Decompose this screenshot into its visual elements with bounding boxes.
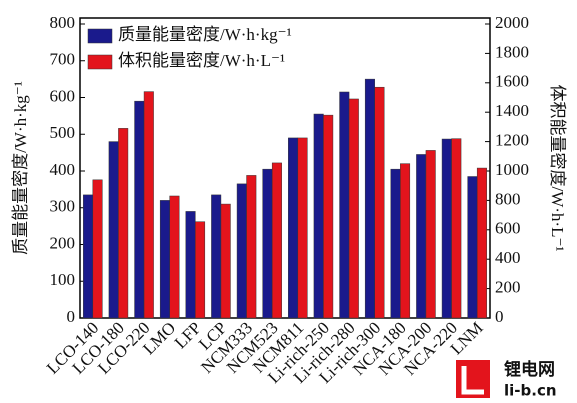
y2-tick-label: 200 (495, 278, 521, 297)
bar (416, 154, 427, 319)
watermark-url: li-b.cn (504, 382, 557, 400)
bar (195, 221, 206, 319)
legend-label: 体积能量密度/W·h·L⁻¹ (118, 51, 285, 70)
bar (425, 150, 436, 319)
y2-tick-label: 0 (495, 307, 504, 326)
bar (236, 183, 247, 319)
y2-tick-label: 1400 (495, 101, 529, 120)
bar (451, 138, 462, 319)
bar (185, 211, 196, 319)
bar (323, 114, 334, 319)
bar (441, 138, 452, 319)
logo-letter (461, 366, 484, 395)
y2-axis-label: 体积能量密度/W·h·L⁻¹ (548, 84, 567, 251)
y-tick-label: 800 (50, 13, 76, 32)
bar (271, 162, 282, 319)
y2-tick-label: 600 (495, 219, 521, 238)
y-tick-label: 200 (50, 233, 76, 252)
bar (220, 203, 231, 319)
bar (211, 194, 222, 319)
bar (159, 200, 170, 319)
y2-tick-label: 400 (495, 248, 521, 267)
y-tick-label: 700 (50, 50, 76, 69)
bar (288, 137, 299, 319)
y2-tick-label: 1800 (495, 42, 529, 61)
y-tick-label: 500 (50, 123, 76, 142)
y-tick-label: 100 (50, 270, 76, 289)
bar (297, 137, 308, 319)
y-tick-label: 300 (50, 197, 76, 216)
bar (118, 128, 129, 319)
bar (108, 141, 119, 319)
watermark-title: 锂电网 (504, 359, 555, 380)
bar (348, 98, 359, 319)
y-tick-label: 400 (50, 160, 76, 179)
bar (364, 78, 375, 319)
plot-frame (79, 17, 491, 319)
y2-tick-label: 1000 (495, 160, 529, 179)
y2-tick-label: 1200 (495, 131, 529, 150)
bar (313, 113, 324, 319)
bar (400, 163, 411, 319)
bar (262, 168, 273, 319)
watermark: 锂电网 li-b.cn (456, 359, 557, 400)
bar (83, 194, 94, 319)
y-axis-label: 质量能量密度/W·h·kg⁻¹ (11, 81, 30, 255)
bar (143, 91, 154, 319)
bar (390, 168, 401, 319)
y2-tick-label: 2000 (495, 13, 529, 32)
bar (134, 100, 145, 319)
legend-swatch (87, 28, 113, 44)
bar (92, 179, 103, 319)
bar (339, 91, 350, 319)
legend-swatch (87, 54, 113, 70)
bar (476, 167, 487, 319)
bar (246, 175, 257, 319)
bar (467, 176, 478, 319)
y-tick-label: 600 (50, 86, 76, 105)
y2-tick-label: 800 (495, 189, 521, 208)
bar (169, 195, 180, 319)
legend-label: 质量能量密度/W·h·kg⁻¹ (118, 25, 292, 44)
bar (374, 86, 385, 319)
y-tick-label: 0 (67, 307, 76, 326)
y2-tick-label: 1600 (495, 72, 529, 91)
